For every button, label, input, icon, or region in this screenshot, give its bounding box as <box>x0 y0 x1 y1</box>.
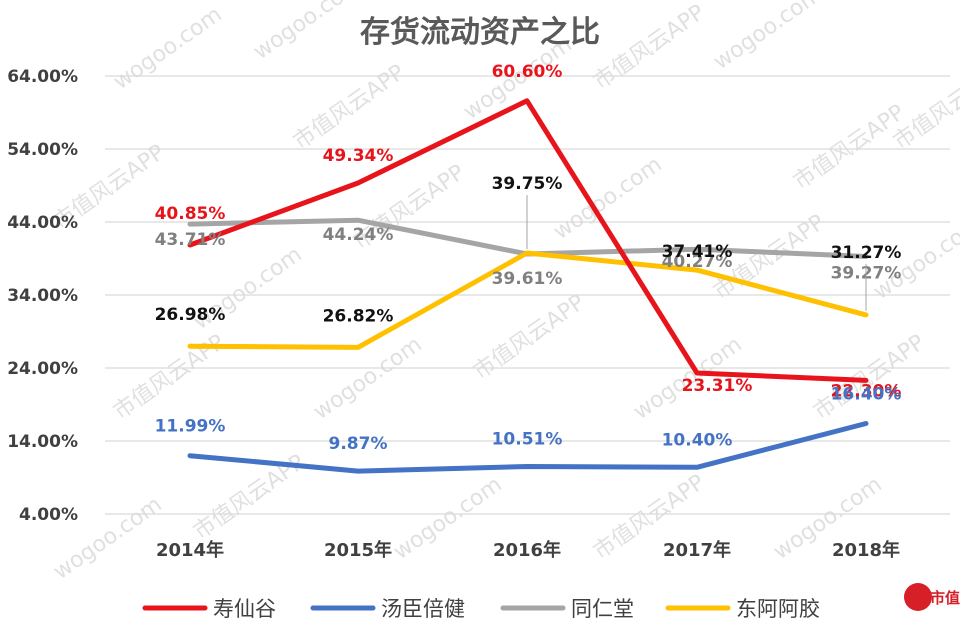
legend-label: 同仁堂 <box>571 597 634 621</box>
data-label: 49.34% <box>323 146 394 166</box>
data-label: 26.82% <box>323 306 394 326</box>
brand-logo: 市值 <box>904 583 960 611</box>
y-tick-label: 24.00% <box>7 359 78 379</box>
x-axis-ticks: 2014年 2015年 2016年 2017年 2018年 <box>156 539 900 561</box>
logo-text: 市值 <box>930 589 960 607</box>
watermark-text: 市值风云APP <box>589 0 709 95</box>
y-tick-label: 64.00% <box>7 67 78 87</box>
x-tick-label: 2015年 <box>324 539 392 561</box>
watermark-text: 市值风云APP <box>289 60 409 155</box>
data-label: 60.60% <box>492 62 563 82</box>
data-label: 39.75% <box>492 174 563 194</box>
watermark-text: 市值风云APP <box>469 290 589 385</box>
series-line <box>187 98 869 383</box>
data-labels: 40.85% 49.34% 60.60% 23.31% 22.30% 11.99% 9.87… <box>155 62 902 454</box>
data-label: 37.41% <box>662 242 733 262</box>
chart-title: 存货流动资产之比 <box>360 15 600 50</box>
data-label: 44.24% <box>323 225 394 245</box>
data-label: 26.98% <box>155 305 226 325</box>
y-tick-label: 44.00% <box>7 213 78 233</box>
data-label: 10.51% <box>492 429 563 449</box>
data-label: 31.27% <box>831 243 902 263</box>
data-label: 16.40% <box>831 384 902 404</box>
x-tick-label: 2016年 <box>493 539 561 561</box>
y-tick-label: 54.00% <box>7 140 78 160</box>
data-label: 39.61% <box>492 269 563 289</box>
legend: 寿仙谷 汤臣倍健 同仁堂 东阿阿胶 <box>142 597 820 621</box>
series-line <box>187 421 869 474</box>
x-tick-label: 2014年 <box>156 539 224 561</box>
logo-mark <box>904 583 932 611</box>
data-label: 11.99% <box>155 417 226 437</box>
x-tick-label: 2017年 <box>663 539 731 561</box>
y-tick-label: 14.00% <box>7 432 78 452</box>
data-label: 22.30% <box>831 381 902 401</box>
x-tick-label: 2018年 <box>832 539 900 561</box>
legend-label: 寿仙谷 <box>213 597 276 621</box>
data-label: 10.40% <box>662 430 733 450</box>
legend-label: 汤臣倍健 <box>381 597 465 621</box>
y-tick-label: 34.00% <box>7 286 78 306</box>
data-label: 40.27% <box>662 252 733 272</box>
data-label: 23.31% <box>682 376 753 396</box>
watermark-text: wogoo.com <box>249 0 367 65</box>
watermark: wogoo.com市值风云APP市值风云APPwogoo.comwogoo.co… <box>49 0 960 585</box>
y-tick-label: 4.00% <box>19 505 78 525</box>
series-line <box>187 250 869 350</box>
watermark-text: 市值风云APP <box>789 100 909 195</box>
data-label: 40.85% <box>155 204 226 224</box>
y-axis-ticks: 64.00% 54.00% 44.00% 34.00% 24.00% 14.00% 4.00… <box>7 67 78 525</box>
watermark-text: wogoo.com <box>389 472 507 565</box>
series-lines <box>187 98 869 474</box>
watermark-text: wogoo.com <box>709 0 827 75</box>
data-label: 43.71% <box>155 230 226 250</box>
legend-label: 东阿阿胶 <box>736 597 820 621</box>
data-label: 9.87% <box>329 434 388 454</box>
watermark-text: wogoo.com <box>109 2 227 95</box>
